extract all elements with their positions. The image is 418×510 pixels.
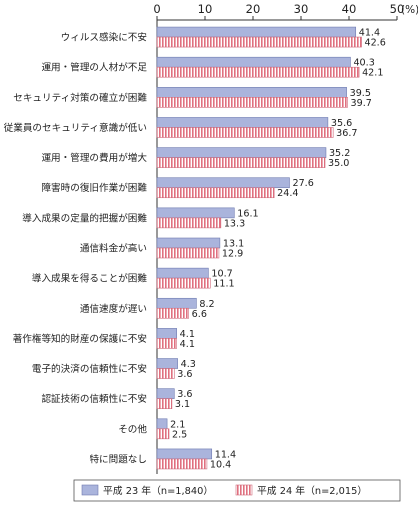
bar-2012: [156, 428, 170, 440]
category-label: 導入成果の定量的把握が困難: [22, 212, 147, 224]
bar-2011: [156, 117, 329, 128]
data-label-2012: 42.1: [362, 68, 383, 79]
data-label-2011: 39.5: [350, 88, 371, 99]
data-label-2012: 11.1: [213, 279, 234, 290]
legend-swatch-2012: [235, 484, 253, 496]
bar-2012: [156, 368, 175, 379]
x-unit-label: (%): [401, 4, 418, 16]
data-label-2011: 3.6: [177, 389, 192, 400]
data-label-2011: 35.2: [329, 148, 350, 159]
data-label-2012: 39.7: [351, 98, 372, 109]
data-label-2012: 13.3: [224, 218, 245, 229]
bar-2011: [156, 328, 177, 339]
data-label-2012: 2.5: [172, 429, 187, 440]
bar-2011: [156, 26, 357, 38]
bar-2012: [156, 66, 360, 78]
bar-2012: [156, 247, 220, 259]
bar-2011: [156, 448, 213, 460]
bar-2012: [156, 458, 208, 470]
x-tick-label: 40: [342, 2, 357, 16]
category-labels: ウィルス感染に不安運用・管理の人材が不足セキュリティ対策の確立が困難従業員のセキ…: [4, 32, 148, 466]
data-label-2011: 2.1: [170, 419, 185, 430]
x-tick-label: 20: [246, 2, 261, 16]
category-label: 従業員のセキュリティ意識が低い: [4, 122, 147, 134]
category-label: 認証技術の信頼性に不安: [41, 393, 147, 405]
x-tick-label: 0: [153, 2, 160, 16]
data-label-2012: 24.4: [277, 188, 298, 199]
bar-2012: [156, 36, 362, 48]
data-label-2011: 27.6: [292, 178, 313, 189]
data-label-2011: 8.2: [199, 299, 214, 310]
category-label: 電子的決済の信頼性に不安: [32, 363, 147, 375]
bar-2012: [156, 307, 189, 319]
category-label: セキュリティ対策の確立が困難: [13, 92, 147, 104]
bar-2012: [156, 127, 334, 138]
category-label: 運用・管理の費用が増大: [41, 152, 147, 164]
bar-2011: [156, 418, 168, 430]
data-label-2011: 11.4: [215, 449, 236, 460]
data-label-2011: 16.1: [237, 208, 258, 219]
data-label-2012: 12.9: [222, 249, 243, 260]
category-label: 通信速度が遅い: [80, 303, 147, 315]
data-label-2012: 36.7: [336, 128, 357, 139]
bar-2012: [156, 97, 348, 108]
data-label-2012: 4.1: [180, 339, 195, 350]
legend-label-2012: 平成 24 年（n=2,015）: [257, 484, 367, 497]
bar-2011: [156, 388, 175, 399]
data-label-2011: 13.1: [223, 239, 244, 250]
data-label-2012: 6.6: [192, 309, 207, 320]
data-label-2012: 42.6: [364, 38, 385, 49]
bar-2011: [156, 177, 290, 189]
bar-2011: [156, 56, 351, 68]
legend-label-2011: 平成 23 年（n=1,840）: [103, 484, 213, 497]
category-label: 運用・管理の人材が不足: [41, 62, 147, 74]
data-label-2011: 35.6: [331, 118, 352, 129]
data-label-2012: 3.6: [177, 369, 192, 380]
bar-2011: [156, 237, 221, 249]
data-label-2011: 41.4: [359, 28, 380, 39]
bar-2011: [156, 267, 209, 279]
data-label-2012: 10.4: [210, 459, 231, 470]
data-label-2011: 40.3: [353, 58, 374, 69]
category-label: 障害時の復旧作業が困難: [41, 182, 147, 194]
bars: 41.442.6 40.342.1 39.539.7 35.636.7 35.235.0…: [156, 26, 386, 470]
bar-2011: [156, 297, 197, 309]
category-label: 導入成果を得ることが困難: [32, 273, 148, 285]
category-label: 通信料金が高い: [80, 243, 147, 255]
bar-2012: [156, 398, 173, 409]
legend-swatch-2011: [81, 484, 99, 496]
data-label-2011: 4.1: [180, 329, 195, 340]
data-label-2012: 3.1: [175, 399, 190, 410]
category-label: 著作権等知的財産の保護に不安: [13, 333, 147, 345]
bar-2012: [156, 277, 211, 289]
data-label-2011: 4.3: [181, 359, 196, 370]
bar-2011: [156, 207, 235, 219]
x-tick-label: 30: [294, 2, 309, 16]
data-label-2012: 35.0: [328, 158, 349, 169]
bar-2011: [156, 147, 327, 158]
bar-2011: [156, 87, 347, 98]
legend: 平成 23 年（n=1,840） 平成 24 年（n=2,015）: [73, 479, 401, 502]
data-label-2011: 10.7: [211, 269, 232, 280]
bar-2012: [156, 187, 275, 199]
bar-2012: [156, 338, 177, 349]
bar-2012: [156, 217, 222, 229]
category-label: ウィルス感染に不安: [61, 32, 147, 44]
category-label: その他: [118, 423, 147, 435]
x-tick-label: 10: [198, 2, 213, 16]
x-tick-label: 50: [390, 2, 405, 16]
category-label: 特に問題なし: [89, 453, 147, 465]
bar-2012: [156, 157, 326, 168]
bar-2011: [156, 358, 178, 369]
